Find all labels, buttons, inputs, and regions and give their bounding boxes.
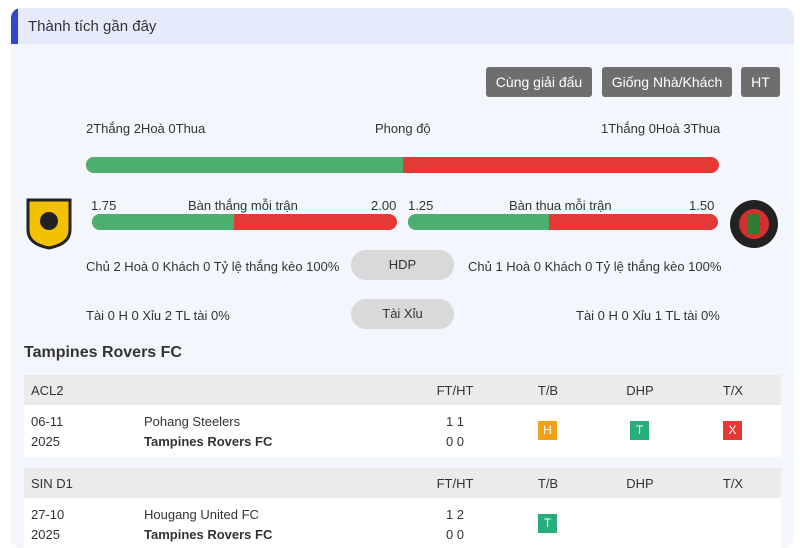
handicap-away: Chủ 1 Hoà 0 Khách 0 Tỷ lệ thắng kèo 100% <box>468 259 722 274</box>
goals-against-label: Bàn thua mỗi trận <box>509 198 612 213</box>
over-under-button[interactable]: Tài Xỉu <box>351 299 454 329</box>
column-header: T/B <box>537 383 559 398</box>
table-header <box>24 375 781 405</box>
home-team: Hougang United FC <box>144 507 259 522</box>
column-header: FT/HT <box>436 383 474 398</box>
home-team: Pohang Steelers <box>144 414 241 429</box>
form-bar-home <box>86 157 403 173</box>
away-team: Tampines Rovers FC <box>144 434 273 449</box>
bar-away <box>234 214 397 230</box>
result-badge: H <box>538 421 557 440</box>
result-badge: T <box>538 514 557 533</box>
match-date: 27-10 <box>31 507 65 522</box>
filter-button[interactable]: Giống Nhà/Khách <box>602 67 732 97</box>
bar-away <box>549 214 718 230</box>
match-year: 2025 <box>31 434 60 449</box>
goals-against-bar <box>408 214 718 230</box>
match-date: 06-11 <box>31 414 64 429</box>
score-home: 1 2 <box>445 507 465 522</box>
header-title: Thành tích gần đây <box>28 18 157 35</box>
column-header: FT/HT <box>436 476 474 491</box>
column-header: DHP <box>626 476 654 491</box>
away-team: Tampines Rovers FC <box>144 527 273 542</box>
over-under-home: Tài 0 H 0 Xỉu 2 TL tài 0% <box>86 308 230 323</box>
home-logo <box>26 198 72 250</box>
league-name: SIN D1 <box>31 476 73 491</box>
form-away: 1Thắng 0Hoà 3Thua <box>601 121 721 136</box>
result-badge: X <box>723 421 742 440</box>
column-header: T/B <box>537 476 559 491</box>
filter-button[interactable]: HT <box>741 67 780 97</box>
filter-button[interactable]: Cùng giải đấu <box>486 67 592 97</box>
column-header: DHP <box>626 383 654 398</box>
match-year: 2025 <box>31 527 60 542</box>
panel: Thành tích gần đây Cùng giải đấu Giống N… <box>11 8 794 548</box>
score-home: 1 1 <box>445 414 465 429</box>
goals-for-away: 2.00 <box>371 198 397 213</box>
handicap-home: Chủ 2 Hoà 0 Khách 0 Tỷ lệ thắng kèo 100% <box>86 259 340 274</box>
away-logo <box>730 200 778 248</box>
result-badge: T <box>630 421 649 440</box>
goals-for-label: Bàn thắng mỗi trận <box>188 198 298 213</box>
column-header: T/X <box>722 476 744 491</box>
match-row <box>24 405 781 457</box>
team-name: Tampines Rovers FC <box>24 344 182 361</box>
column-header: T/X <box>722 383 744 398</box>
goals-against-home: 1.25 <box>408 198 434 213</box>
league-name: ACL2 <box>31 383 64 398</box>
goals-for-home: 1.75 <box>91 198 117 213</box>
header: Thành tích gần đây <box>11 8 794 44</box>
goals-against-away: 1.50 <box>689 198 715 213</box>
score-away: 0 0 <box>445 434 465 449</box>
bar-home <box>408 214 549 230</box>
goals-for-bar <box>92 214 397 230</box>
form-bar <box>86 157 719 173</box>
form-label: Phong độ <box>375 121 431 136</box>
bar-home <box>92 214 235 230</box>
form-home: 2Thắng 2Hoà 0Thua <box>86 121 206 136</box>
score-away: 0 0 <box>445 527 465 542</box>
handicap-button[interactable]: HDP <box>351 250 454 280</box>
match-row <box>24 498 781 548</box>
over-under-away: Tài 0 H 0 Xỉu 1 TL tài 0% <box>576 308 720 323</box>
table-header <box>24 468 781 498</box>
